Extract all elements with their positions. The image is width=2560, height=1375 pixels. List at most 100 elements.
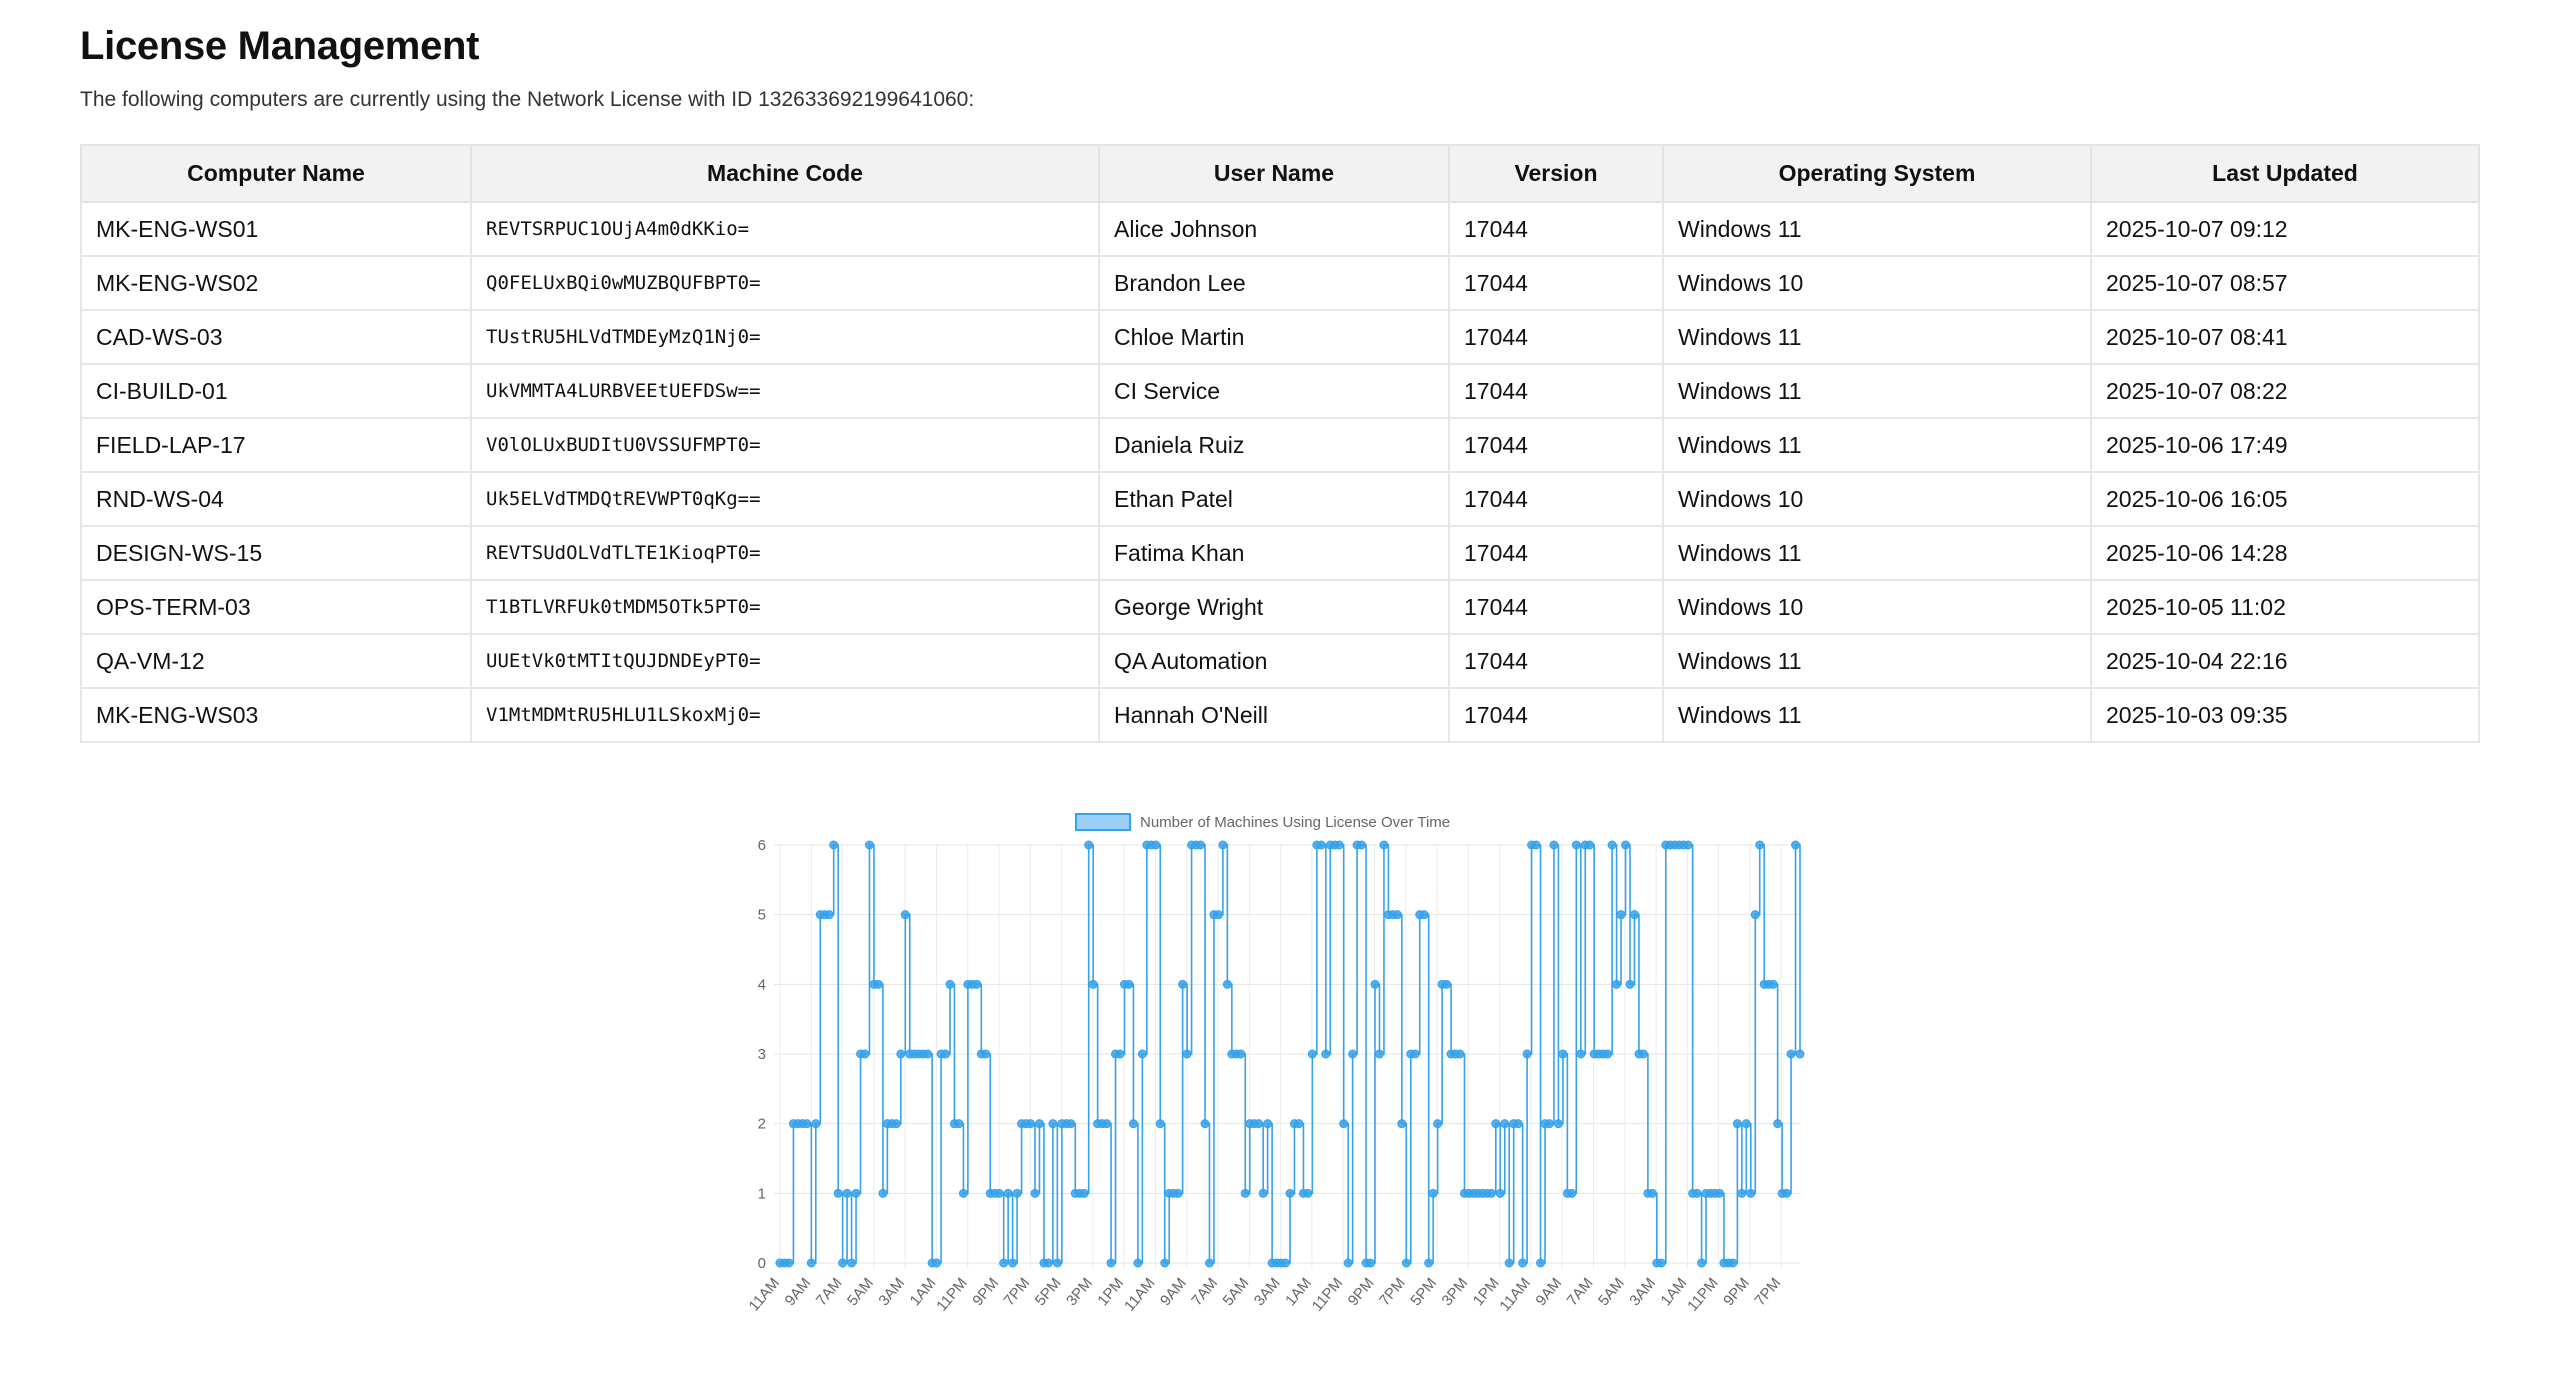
cell-computer-name: MK-ENG-WS02 <box>80 255 472 311</box>
cell-last-updated: 2025-10-03 09:35 <box>2090 687 2480 743</box>
data-point <box>1088 979 1098 989</box>
table-row[interactable]: MK-ENG-WS03 V1MtMDMtRU5HLU1LSkoxMj0= Hanna… <box>80 687 2480 743</box>
data-point <box>1182 1049 1192 1059</box>
table-row[interactable]: RND-WS-04 Uk5ELVdTMDQtREVWPT0qKg== Ethan P… <box>80 471 2480 527</box>
column-header-last-updated[interactable]: Last Updated <box>2090 144 2480 203</box>
table-row[interactable]: DESIGN-WS-15 REVTSUdOLVdTLTE1KioqPT0= Fati… <box>80 525 2480 581</box>
data-point <box>1621 840 1631 850</box>
data-point <box>954 1119 964 1129</box>
table-row[interactable]: QA-VM-12 UUEtVk0tMTItQUJDNDEyPT0= QA Autom… <box>80 633 2480 689</box>
data-point <box>1348 1049 1358 1059</box>
cell-operating-system: Windows 11 <box>1662 417 2092 473</box>
data-point <box>1034 1119 1044 1129</box>
cell-machine-code: Uk5ELVdTMDQtREVWPT0qKg== <box>470 471 1100 527</box>
x-tick-label: 3PM <box>1063 1275 1096 1310</box>
data-point <box>1137 1049 1147 1059</box>
cell-version: 17044 <box>1448 363 1664 419</box>
data-point <box>1500 1119 1510 1129</box>
data-point <box>1558 1049 1568 1059</box>
column-header-version[interactable]: Version <box>1448 144 1664 203</box>
data-point <box>1531 840 1541 850</box>
data-point <box>891 1119 901 1129</box>
cell-computer-name: CI-BUILD-01 <box>80 363 472 419</box>
column-header-operating-system[interactable]: Operating System <box>1662 144 2092 203</box>
cell-machine-code: UUEtVk0tMTItQUJDNDEyPT0= <box>470 633 1100 689</box>
data-point <box>1173 1188 1183 1198</box>
y-tick-label: 2 <box>758 1116 766 1133</box>
data-point <box>1003 1188 1013 1198</box>
data-point <box>1401 1258 1411 1268</box>
cell-version: 17044 <box>1448 309 1664 365</box>
cell-machine-code: V1MtMDMtRU5HLU1LSkoxMj0= <box>470 687 1100 743</box>
data-point <box>1782 1188 1792 1198</box>
page-title: License Management <box>80 24 480 68</box>
x-tick-label: 3AM <box>1251 1275 1284 1310</box>
data-point <box>1732 1119 1742 1129</box>
data-point <box>851 1188 861 1198</box>
cell-operating-system: Windows 10 <box>1662 255 2092 311</box>
table-row[interactable]: OPS-TERM-03 T1BTLVRFUk0tMDM5OTk5PT0= Georg… <box>80 579 2480 635</box>
cell-last-updated: 2025-10-07 08:41 <box>2090 309 2480 365</box>
cell-user-name: CI Service <box>1098 363 1450 419</box>
cell-computer-name: OPS-TERM-03 <box>80 579 472 635</box>
data-point <box>829 840 839 850</box>
column-header-machine-code[interactable]: Machine Code <box>470 144 1100 203</box>
data-point <box>802 1119 812 1129</box>
x-tick-label: 9AM <box>1532 1275 1565 1310</box>
data-point <box>1084 840 1094 850</box>
data-point <box>1786 1049 1796 1059</box>
cell-version: 17044 <box>1448 687 1664 743</box>
data-point <box>1263 1119 1273 1129</box>
data-point <box>1178 979 1188 989</box>
page-subtitle: The following computers are currently us… <box>80 88 975 111</box>
data-point <box>932 1258 942 1268</box>
cell-operating-system: Windows 11 <box>1662 525 2092 581</box>
data-point <box>1647 1188 1657 1198</box>
data-point <box>923 1049 933 1059</box>
data-point <box>1768 979 1778 989</box>
cell-operating-system: Windows 11 <box>1662 309 2092 365</box>
data-point <box>1106 1258 1116 1268</box>
data-point <box>1728 1258 1738 1268</box>
data-point <box>1240 1188 1250 1198</box>
cell-user-name: Fatima Khan <box>1098 525 1450 581</box>
data-point <box>1281 1258 1291 1268</box>
data-point <box>1433 1119 1443 1129</box>
x-tick-label: 5AM <box>1220 1275 1253 1310</box>
table-row[interactable]: CI-BUILD-01 UkVMMTA4LURBVEEtUEFDSw== CI Se… <box>80 363 2480 419</box>
data-point <box>1773 1119 1783 1129</box>
data-point <box>1343 1258 1353 1268</box>
table-row[interactable]: MK-ENG-WS01 REVTSRPUC1OUjA4m0dKKio= Alice … <box>80 201 2480 257</box>
cell-computer-name: MK-ENG-WS01 <box>80 201 472 257</box>
data-point <box>941 1049 951 1059</box>
cell-last-updated: 2025-10-06 17:49 <box>2090 417 2480 473</box>
cell-user-name: Chloe Martin <box>1098 309 1450 365</box>
data-point <box>1755 840 1765 850</box>
cell-version: 17044 <box>1448 525 1664 581</box>
cell-version: 17044 <box>1448 579 1664 635</box>
data-point <box>1370 979 1380 989</box>
column-header-computer-name[interactable]: Computer Name <box>80 144 472 203</box>
data-point <box>1513 1119 1523 1129</box>
table-row[interactable]: CAD-WS-03 TUstRU5HLVdTMDEyMzQ1Nj0= Chloe M… <box>80 309 2480 365</box>
cell-computer-name: FIELD-LAP-17 <box>80 417 472 473</box>
cell-computer-name: CAD-WS-03 <box>80 309 472 365</box>
data-point <box>1795 1049 1805 1059</box>
data-point <box>1410 1049 1420 1059</box>
table-row[interactable]: MK-ENG-WS02 Q0FELUxBQi0wMUZBQUFBPT0= Brand… <box>80 255 2480 311</box>
data-point <box>1616 910 1626 920</box>
table-row[interactable]: FIELD-LAP-17 V0lOLUxBUDItU0VSSUFMPT0= Dani… <box>80 417 2480 473</box>
column-header-user-name[interactable]: User Name <box>1098 144 1450 203</box>
x-tick-label: 5AM <box>1595 1275 1628 1310</box>
data-point <box>1567 1188 1577 1198</box>
data-point <box>1321 1049 1331 1059</box>
data-point <box>1656 1258 1666 1268</box>
cell-machine-code: V0lOLUxBUDItU0VSSUFMPT0= <box>470 417 1100 473</box>
data-point <box>1549 840 1559 850</box>
data-point <box>1603 1049 1613 1059</box>
cell-machine-code: UkVMMTA4LURBVEEtUEFDSw== <box>470 363 1100 419</box>
data-point <box>1218 840 1228 850</box>
y-tick-label: 1 <box>758 1185 766 1202</box>
data-point <box>1008 1258 1018 1268</box>
data-point <box>1043 1258 1053 1268</box>
